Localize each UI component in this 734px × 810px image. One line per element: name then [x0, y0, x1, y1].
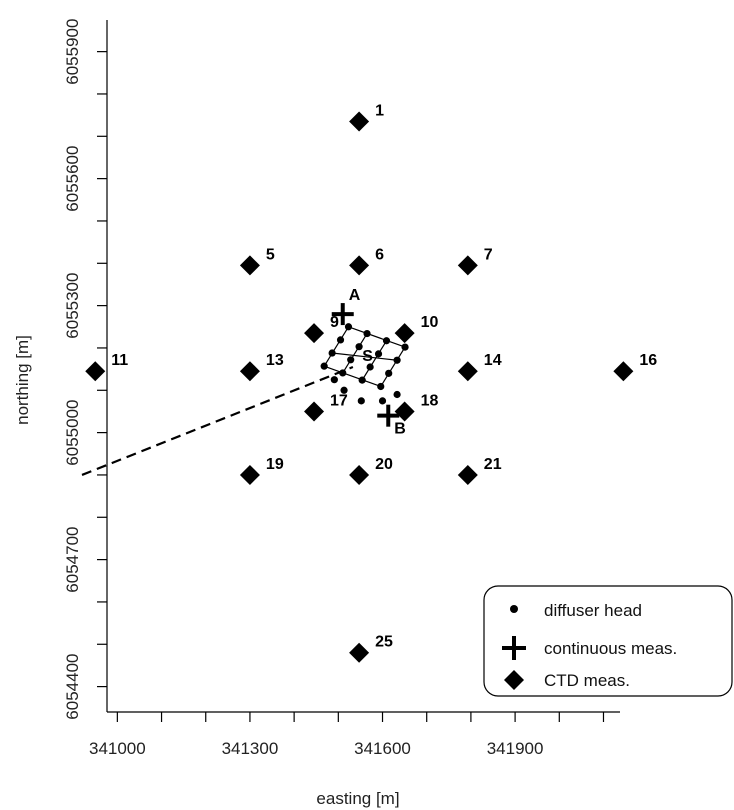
ctd-point-label: 10 — [421, 314, 439, 331]
diffuser-pipe-line — [332, 352, 398, 361]
diffuser-pipe-line — [348, 326, 406, 348]
ctd-point-label: 18 — [421, 392, 439, 409]
diffuser-head-dot — [377, 382, 385, 391]
diffuser-head-dot — [336, 336, 345, 344]
x-tick-label: 341600 — [354, 739, 411, 758]
diffuser-pipe-line — [380, 346, 406, 387]
diffuser-head-dot — [330, 376, 338, 384]
x-tick-label: 341900 — [487, 739, 544, 758]
ctd-diamond-point — [394, 401, 415, 422]
legend-box — [483, 585, 733, 697]
diffuser-head-dot — [378, 397, 387, 405]
ctd-diamond-point — [394, 323, 415, 344]
ctd-point-label: 7 — [484, 246, 493, 263]
y-tick-label: 6055600 — [63, 146, 82, 212]
ctd-diamond-point — [304, 323, 325, 344]
diffuser-head-dot — [355, 343, 363, 351]
ctd-diamond-point — [349, 642, 370, 663]
y-tick-label: 6054400 — [63, 654, 82, 720]
ctd-point-label: 9 — [330, 314, 339, 331]
diffuser-head-dot — [393, 390, 401, 399]
legend-dot-icon — [510, 605, 518, 613]
diffuser-head-dot — [363, 329, 371, 338]
ctd-diamond-point — [239, 361, 260, 382]
x-tick-label: 341000 — [89, 739, 146, 758]
ctd-point-label: 5 — [266, 246, 275, 263]
ctd-diamond-point — [85, 361, 106, 382]
diffuser-head-dot — [347, 356, 355, 364]
ctd-diamond-point — [239, 464, 260, 485]
diffuser-pipe-line — [361, 340, 388, 381]
ctd-diamond-point — [349, 111, 370, 132]
ctd-point-label: 19 — [266, 456, 284, 473]
ctd-diamond-point — [457, 464, 478, 485]
diffuser-head-dot — [357, 397, 365, 405]
ctd-point-label: 13 — [266, 352, 284, 369]
diffuser-head-dot — [344, 323, 353, 331]
y-tick-label: 6055300 — [63, 273, 82, 339]
diffuser-head-dot — [401, 343, 409, 351]
diffuser-head-dot — [320, 362, 328, 370]
outfall-pipeline-line — [81, 365, 354, 476]
ctd-diamond-point — [304, 401, 325, 422]
annotation-label: S — [362, 348, 373, 365]
ctd-point-label: 6 — [375, 246, 384, 263]
ctd-point-label: 25 — [375, 634, 393, 651]
ctd-point-label: 1 — [375, 102, 384, 119]
ctd-diamond-point — [457, 361, 478, 382]
ctd-diamond-point — [239, 255, 260, 276]
lines-layer — [81, 326, 406, 476]
diffuser-head-dot — [366, 363, 374, 371]
diffuser-head-dot — [374, 350, 383, 358]
continuous-point-label: B — [394, 421, 406, 438]
diffuser-head-dot — [382, 337, 391, 345]
legend-label-ctd: CTD meas. — [544, 671, 630, 690]
y-tick-label: 6054700 — [63, 527, 82, 593]
legend: diffuser head continuous meas. CTD meas. — [483, 585, 733, 697]
diffuser-pipe-line — [323, 365, 381, 388]
ctd-point-label: 16 — [639, 352, 657, 369]
ctd-diamond-point — [613, 361, 634, 382]
diffuser-head-dot — [393, 356, 401, 364]
ctd-point-label: 20 — [375, 456, 393, 473]
diffuser-pipe-line — [342, 333, 368, 374]
ctd-point-label: 17 — [330, 392, 348, 409]
legend-diamond-icon — [504, 670, 524, 690]
labels-layer: 1 5 6 7 9 10 11 13 14 16 17 18 19 20 21 25 A B S — [111, 102, 657, 650]
ctd-diamond-point — [349, 464, 370, 485]
ctd-point-label: 14 — [484, 352, 502, 369]
legend-label-continuous: continuous meas. — [544, 639, 677, 658]
diffuser-pipe-line — [323, 326, 349, 367]
marks-layer — [85, 111, 634, 663]
diffuser-head-dot — [340, 386, 348, 394]
y-axis-title: northing [m] — [13, 335, 32, 425]
ctd-diamond-point — [457, 255, 478, 276]
y-tick-label: 6055000 — [63, 400, 82, 466]
diffuser-head-dot — [328, 349, 336, 357]
diffuser-head-dot — [339, 369, 347, 377]
axes: 341000 341300 341600 341900 6054400 6054700 60… — [63, 19, 620, 758]
ctd-point-label: 21 — [484, 456, 502, 473]
continuous-point-label: A — [349, 287, 361, 304]
legend-cross-icon — [502, 636, 526, 660]
y-tick-label: 6055900 — [63, 19, 82, 85]
diffuser-head-dot — [385, 369, 393, 377]
diffuser-head-dot — [358, 376, 366, 384]
x-tick-label: 341300 — [222, 739, 279, 758]
ctd-point-label: 11 — [111, 352, 128, 369]
x-axis-title: easting [m] — [316, 789, 399, 808]
ctd-diamond-point — [349, 255, 370, 276]
legend-label-diffuser: diffuser head — [544, 601, 642, 620]
